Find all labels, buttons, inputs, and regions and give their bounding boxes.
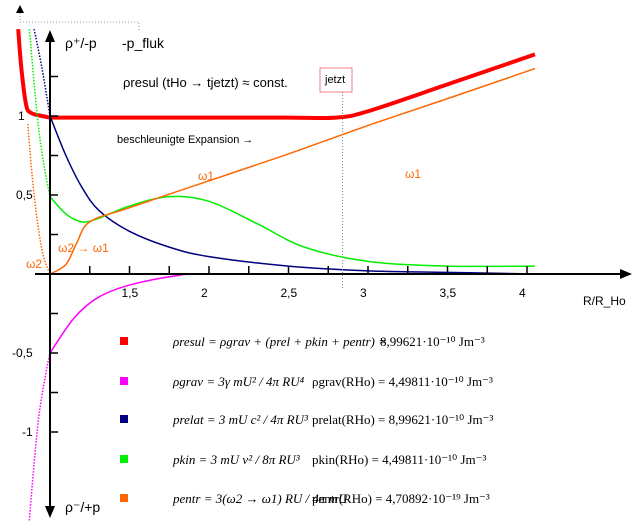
y-tick-label: 1 (18, 109, 25, 123)
series-entr-line (49, 67, 536, 275)
legend-value: ρgrav(RHo) = 4,49811·10⁻¹⁰ Jm⁻³ (312, 374, 493, 389)
legend: ρresul = ρgrav + (prel + pkin + pentr) =… (120, 334, 493, 506)
x-tick-label: 4 (519, 286, 526, 300)
expansion-annotation: beschleunigte Expansion → (117, 134, 253, 146)
x-tick-label: 2,5 (281, 286, 298, 300)
legend-swatch (120, 377, 128, 385)
series-grav-dotted (28, 352, 51, 521)
legend-swatch (120, 415, 128, 423)
x-tick-label: 2 (201, 286, 208, 300)
legend-formula: pkin = 3 mU v² / 8π RU³ (172, 452, 301, 467)
y-tick-label: -1 (22, 425, 33, 439)
y-label-top: ρ⁺/-p (65, 35, 97, 51)
legend-item: pentr = 3(ω2 → ω1) RU / 4π mUpentr(RHo) … (120, 491, 490, 506)
x-axis-arrow (620, 269, 632, 279)
legend-value: 8,99621·10⁻¹⁰ Jm⁻³ (380, 334, 485, 349)
legend-item: ρresul = ρgrav + (prel + pkin + pentr) =… (120, 334, 485, 349)
series-relat-dotted (33, 28, 51, 117)
series-resul-line (50, 52, 536, 121)
legend-value: pentr(RHo) = 4,70892·10⁻¹⁹ Jm⁻³ (312, 491, 490, 506)
legend-formula: pentr = 3(ω2 → ω1) RU / 4π mU (172, 491, 349, 506)
fluk-arrow (16, 5, 24, 13)
x-label: R/R_Ho (583, 294, 626, 308)
omega1-label: ω1 (198, 169, 214, 183)
legend-item: prelat = 3 mU c² / 4π RU³ prelat(RHo) = 8… (120, 412, 493, 427)
series-kin-line (49, 195, 535, 268)
jetzt-box (319, 67, 353, 93)
legend-formula: ρgrav = 3γ mU² / 4π RU⁴ (172, 374, 305, 389)
jetzt-label: jetzt (324, 74, 345, 86)
legend-item: pkin = 3 mU v² / 8π RU³ pkin(RHo) = 4,498… (120, 452, 487, 467)
x-tick-label: 1,5 (122, 286, 139, 300)
y-label-bottom: ρ⁻/+p (65, 499, 100, 515)
y-axis-arrow-down (45, 506, 55, 518)
fluk-label: -p_fluk (122, 35, 165, 51)
x-tick-label: 3,5 (440, 286, 457, 300)
y-axis-arrow-up (45, 30, 55, 42)
series-kin-dotted (28, 29, 51, 197)
legend-swatch (120, 337, 128, 345)
omega2-label: ω2 (26, 257, 42, 271)
omega1-label-2: ω1 (405, 167, 421, 181)
series-resul-dotted (16, 28, 51, 120)
y-tick-label: 0,5 (16, 188, 33, 202)
legend-swatch (120, 494, 128, 502)
legend-formula: prelat = 3 mU c² / 4π RU³ (172, 412, 309, 427)
x-tick-label: 3 (360, 286, 367, 300)
legend-value: prelat(RHo) = 8,99621·10⁻¹⁰ Jm⁻³ (312, 412, 493, 427)
omega2-omega1-label: ω2 → ω1 (58, 241, 109, 255)
legend-swatch (120, 455, 128, 463)
fluk-bracket (19, 13, 140, 30)
y-tick-label: -0,5 (12, 346, 33, 360)
const-annotation: ρresul (tHo → tjetzt) ≈ const. (123, 75, 288, 90)
legend-formula: ρresul = ρgrav + (prel + pkin + pentr) = (172, 334, 387, 349)
legend-item: ρgrav = 3γ mU² / 4π RU⁴ ρgrav(RHo) = 4,49… (120, 374, 493, 389)
legend-value: pkin(RHo) = 4,49811·10⁻¹⁰ Jm⁻³ (312, 452, 487, 467)
